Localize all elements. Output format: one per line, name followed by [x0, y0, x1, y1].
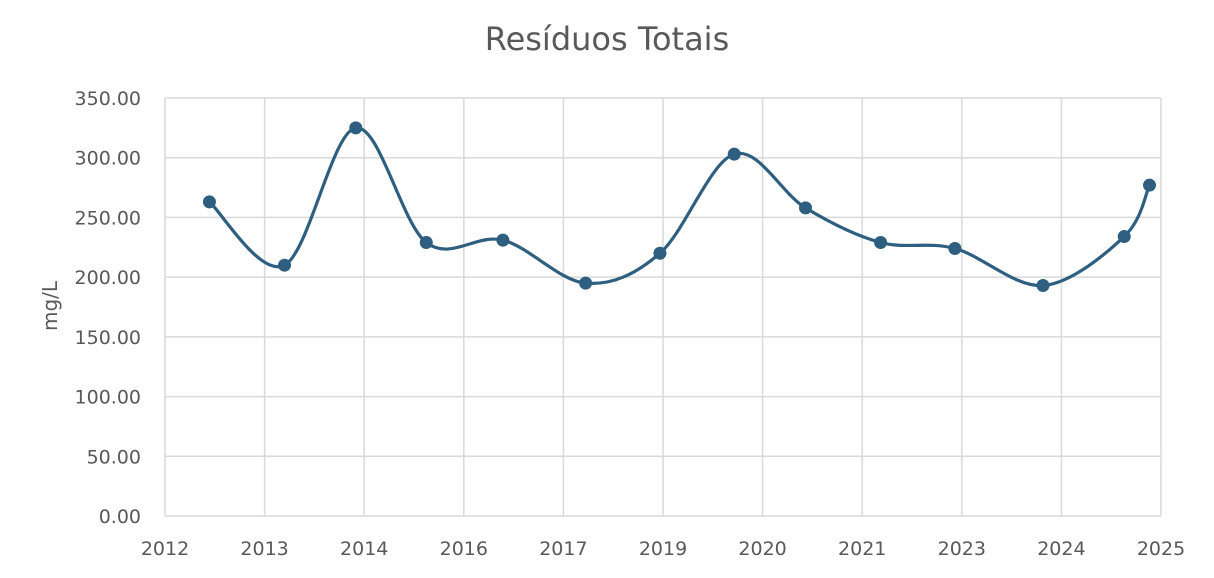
data-point — [1143, 178, 1157, 192]
data-point — [948, 241, 962, 255]
data-point — [799, 201, 813, 215]
y-tick-label: 100.00 — [75, 387, 141, 409]
x-tick-label: 2017 — [539, 538, 587, 560]
y-axis-label: mg/L — [38, 280, 62, 331]
y-tick-label: 250.00 — [75, 207, 141, 229]
data-point — [653, 246, 667, 260]
x-tick-label: 2013 — [240, 538, 288, 560]
y-tick-label: 150.00 — [75, 327, 141, 349]
x-tick-label: 2016 — [440, 538, 488, 560]
y-tick-label: 350.00 — [75, 88, 141, 110]
y-tick-label: 50.00 — [87, 446, 141, 468]
x-tick-label: 2019 — [639, 538, 687, 560]
grid — [164, 97, 1162, 517]
series-line — [208, 126, 1151, 288]
chart-title: Resíduos Totais — [484, 20, 730, 58]
data-point — [727, 147, 741, 161]
x-tick-label: 2021 — [838, 538, 886, 560]
x-tick-label: 2020 — [738, 538, 786, 560]
data-point — [278, 258, 292, 272]
x-tick-label: 2012 — [141, 538, 189, 560]
data-point — [1036, 279, 1050, 293]
x-tick-label: 2024 — [1037, 538, 1085, 560]
x-tick-label: 2023 — [938, 538, 986, 560]
data-point — [579, 276, 593, 290]
x-tick-label: 2025 — [1137, 538, 1185, 560]
data-point — [496, 233, 510, 247]
y-tick-label: 0.00 — [99, 506, 141, 528]
series — [202, 121, 1157, 293]
y-tick-label: 200.00 — [75, 267, 141, 289]
data-point — [349, 121, 363, 135]
data-point — [1117, 230, 1131, 244]
x-tick-label: 2014 — [340, 538, 388, 560]
data-point — [419, 236, 433, 250]
data-point — [874, 236, 888, 250]
data-point — [202, 195, 216, 209]
x-tick-labels: 2012 2013 2014 2016 2017 2019 2020 2021 2023 2024… — [141, 538, 1185, 560]
y-tick-labels: 0.00 50.00 100.00 150.00 200.00 250.00 300.00 3… — [75, 88, 141, 528]
y-tick-label: 300.00 — [75, 148, 141, 170]
